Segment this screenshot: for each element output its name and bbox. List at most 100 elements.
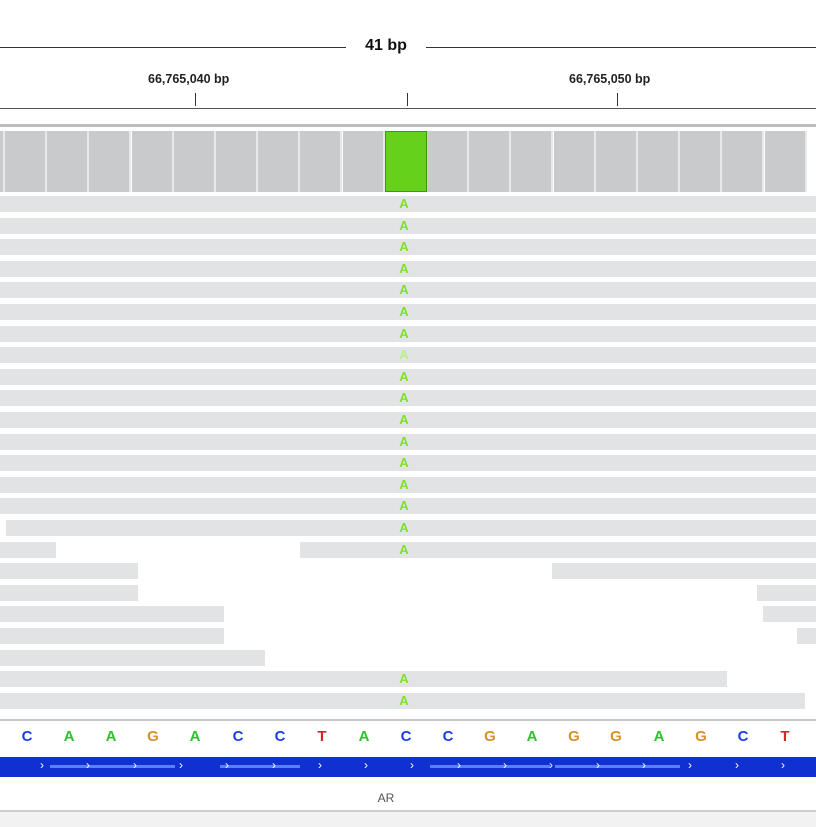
coverage-bar[interactable] — [0, 131, 5, 192]
read-alignment[interactable] — [0, 542, 56, 558]
gene-exon-strip — [50, 765, 175, 768]
read-alignment[interactable] — [797, 628, 816, 644]
coverage-bar-variant[interactable] — [385, 131, 427, 192]
read-mismatch-base: A — [399, 304, 409, 319]
read-alignment[interactable] — [0, 455, 816, 471]
reference-base: C — [442, 728, 454, 745]
read-mismatch-base: A — [399, 455, 409, 470]
coverage-bar[interactable] — [258, 131, 300, 192]
read-alignment[interactable] — [552, 563, 816, 579]
reference-base: G — [610, 728, 622, 745]
read-alignment[interactable] — [0, 477, 816, 493]
read-alignment[interactable] — [0, 282, 816, 298]
chevron-right-icon: › — [364, 758, 368, 772]
chevron-right-icon: › — [781, 758, 785, 772]
chevron-right-icon: › — [642, 758, 646, 772]
reference-base: C — [400, 728, 412, 745]
sequence-separator — [0, 719, 816, 721]
coverage-bar[interactable] — [680, 131, 722, 192]
coverage-bar[interactable] — [300, 131, 342, 192]
read-alignment[interactable] — [0, 390, 816, 406]
position-label-right: 66,765,050 bp — [569, 72, 651, 86]
reference-base: A — [358, 728, 370, 745]
read-alignment[interactable] — [0, 369, 816, 385]
reference-base: T — [780, 728, 790, 745]
coverage-bar[interactable] — [511, 131, 553, 192]
read-alignment[interactable] — [0, 304, 816, 320]
read-alignment[interactable] — [0, 326, 816, 342]
span-line-left — [0, 47, 346, 48]
read-mismatch-base: A — [399, 412, 409, 427]
panel-bottom-border — [0, 810, 816, 812]
read-mismatch-base: A — [399, 261, 409, 276]
read-alignment[interactable] — [300, 542, 816, 558]
reference-base: A — [526, 728, 538, 745]
coverage-bar[interactable] — [469, 131, 511, 192]
span-line-right — [426, 47, 816, 48]
chevron-right-icon: › — [688, 758, 692, 772]
read-alignment[interactable] — [0, 196, 816, 212]
read-mismatch-base: A — [399, 477, 409, 492]
read-alignment[interactable] — [0, 563, 138, 579]
chevron-right-icon: › — [133, 758, 137, 772]
read-mismatch-base: A — [399, 347, 409, 362]
read-alignment[interactable] — [0, 498, 816, 514]
read-alignment[interactable] — [0, 628, 224, 644]
reference-base: A — [189, 728, 201, 745]
coverage-bar[interactable] — [216, 131, 258, 192]
ruler-track[interactable]: 41 bp 66,765,040 bp 66,765,050 bp — [0, 0, 816, 110]
read-alignment[interactable] — [0, 650, 265, 666]
read-alignment[interactable] — [0, 347, 816, 363]
center-line-tick — [407, 93, 408, 106]
track-separator — [0, 124, 816, 127]
reference-base: G — [147, 728, 159, 745]
read-alignment[interactable] — [0, 671, 727, 687]
read-mismatch-base: A — [399, 390, 409, 405]
chevron-right-icon: › — [549, 758, 553, 772]
coverage-bar[interactable] — [427, 131, 469, 192]
reference-base: C — [21, 728, 33, 745]
read-mismatch-base: A — [399, 239, 409, 254]
reference-base: A — [653, 728, 665, 745]
reference-base: G — [695, 728, 707, 745]
coverage-bar[interactable] — [5, 131, 47, 192]
chevron-right-icon: › — [318, 758, 322, 772]
read-alignment[interactable] — [0, 434, 816, 450]
coverage-bar[interactable] — [174, 131, 216, 192]
coverage-bar[interactable] — [47, 131, 89, 192]
ruler-tick-right — [617, 93, 618, 106]
read-alignment[interactable] — [0, 606, 224, 622]
read-alignment[interactable] — [763, 606, 816, 622]
chevron-right-icon: › — [40, 758, 44, 772]
reference-base: C — [737, 728, 749, 745]
gene-feature-ar[interactable]: ›››››››››››››››››› — [0, 757, 816, 777]
coverage-bar[interactable] — [554, 131, 596, 192]
read-alignment[interactable] — [0, 585, 138, 601]
coverage-bar[interactable] — [343, 131, 385, 192]
read-mismatch-base: A — [399, 282, 409, 297]
reference-base: C — [232, 728, 244, 745]
chevron-right-icon: › — [86, 758, 90, 772]
coverage-bar[interactable] — [638, 131, 680, 192]
read-mismatch-base: A — [399, 498, 409, 513]
panel-bottom-area — [0, 812, 816, 827]
read-alignment[interactable] — [0, 239, 816, 255]
read-alignment[interactable] — [0, 412, 816, 428]
read-mismatch-base: A — [399, 671, 409, 686]
read-alignment[interactable] — [0, 261, 816, 277]
read-alignment[interactable] — [0, 693, 805, 709]
chevron-right-icon: › — [272, 758, 276, 772]
reference-base: C — [274, 728, 286, 745]
read-alignment[interactable] — [6, 520, 816, 536]
position-label-left: 66,765,040 bp — [148, 72, 230, 86]
read-alignment[interactable] — [0, 218, 816, 234]
coverage-bar[interactable] — [89, 131, 131, 192]
coverage-bar[interactable] — [765, 131, 807, 192]
coverage-bar[interactable] — [132, 131, 174, 192]
coverage-track[interactable] — [0, 131, 816, 192]
coverage-bar[interactable] — [596, 131, 638, 192]
coverage-bar[interactable] — [722, 131, 764, 192]
read-alignment[interactable] — [757, 585, 816, 601]
